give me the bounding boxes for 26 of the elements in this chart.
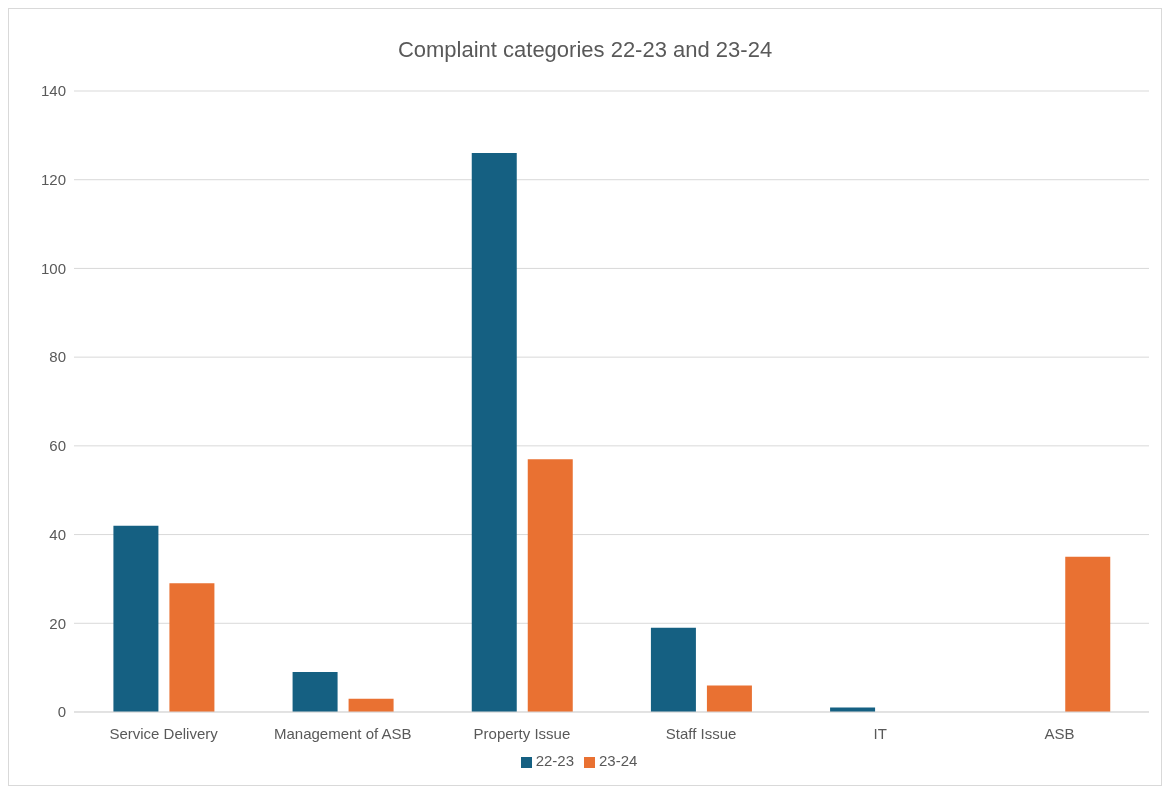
x-tick-label: Property Issue xyxy=(473,724,571,742)
y-tick-label: 100 xyxy=(40,259,66,277)
x-tick-label: Management of ASB xyxy=(273,724,412,742)
y-tick-label: 40 xyxy=(49,525,66,543)
legend-label: 22-23 xyxy=(535,752,574,769)
x-tick-label: IT xyxy=(873,724,887,742)
bar xyxy=(292,672,338,712)
y-tick-label: 60 xyxy=(49,437,66,455)
bar xyxy=(471,153,517,712)
x-tick-label: Staff Issue xyxy=(665,724,737,742)
y-tick-label: 120 xyxy=(40,171,66,189)
y-tick-label: 0 xyxy=(57,703,66,721)
legend-label: 23-24 xyxy=(599,752,638,769)
bar xyxy=(169,583,215,712)
y-tick-label: 20 xyxy=(49,614,66,632)
bar xyxy=(113,525,159,712)
bar xyxy=(348,698,394,712)
chart-title: Complaint categories 22-23 and 23-24 xyxy=(396,37,774,63)
bar xyxy=(650,627,696,712)
bar xyxy=(527,459,573,712)
bar xyxy=(706,685,752,712)
y-tick-label: 140 xyxy=(40,82,66,100)
y-tick-label: 80 xyxy=(49,348,66,366)
bar xyxy=(1065,556,1111,712)
x-tick-label: Service Delivery xyxy=(109,724,219,742)
x-tick-label: ASB xyxy=(1044,724,1075,742)
